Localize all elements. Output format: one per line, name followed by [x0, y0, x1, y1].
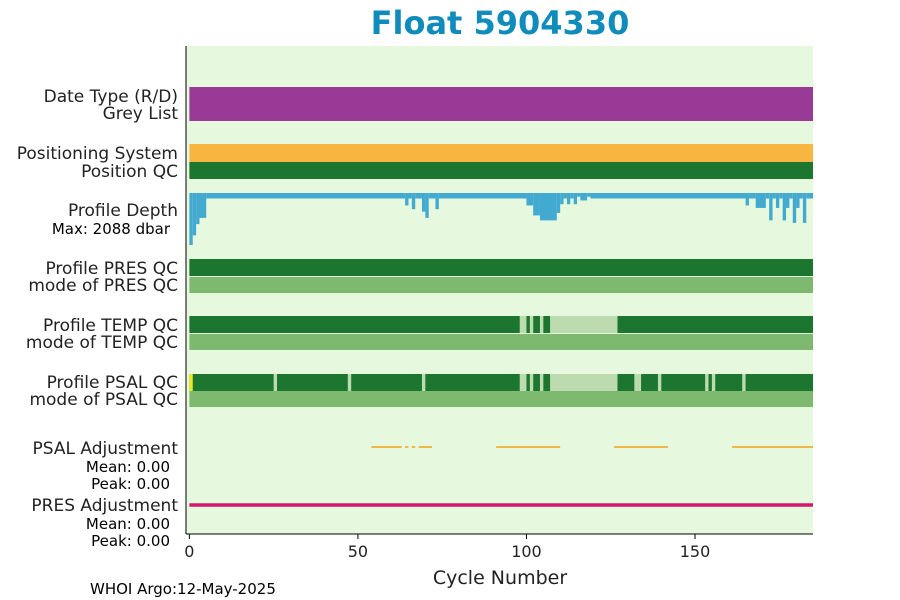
qc-segment-profile-psal-qc-1	[273, 374, 278, 391]
depth-bar-3	[199, 193, 207, 218]
row-label-mode-of-pres-qc: mode of PRES QC	[28, 276, 178, 296]
bar-mode-of-pres-qc	[189, 277, 813, 293]
depth-bar-37	[789, 193, 793, 199]
row-label-max-2088-dbar: Max: 2088 dbar	[52, 220, 171, 238]
depth-bar-13	[438, 193, 527, 199]
depth-bar-32	[772, 193, 776, 199]
qc-segment-profile-psal-qc-7	[550, 374, 618, 391]
depth-bar-0	[189, 193, 193, 245]
x-axis-label: Cycle Number	[433, 567, 567, 589]
depth-bar-5	[405, 193, 409, 206]
bar-date-type-r-d	[189, 87, 813, 121]
row-label-positioning-system: Positioning System	[17, 144, 178, 164]
depth-bar-23	[577, 193, 581, 197]
depth-bar-39	[796, 193, 800, 208]
qc-segment-profile-psal-qc-9	[657, 374, 662, 391]
row-label-psal-adjustment: PSAL Adjustment	[33, 439, 179, 459]
row-label-grey-list: Grey List	[103, 104, 179, 124]
x-tick-label-1: 50	[348, 542, 368, 561]
depth-bar-25	[587, 193, 591, 197]
row-label-profile-temp-qc: Profile TEMP QC	[43, 316, 178, 336]
depth-bar-19	[563, 193, 567, 199]
bar-positioning-system	[189, 144, 813, 162]
bar-mode-of-psal-qc	[189, 391, 813, 407]
x-tick-label-0: 0	[184, 542, 194, 561]
qc-segment-profile-psal-qc-0	[189, 374, 193, 391]
qc-segment-profile-temp-qc-1	[529, 316, 534, 333]
row-label-date-type-r-d: Date Type (R/D)	[44, 87, 178, 107]
bar-mode-of-temp-qc	[189, 334, 813, 350]
qc-segment-profile-psal-qc-4	[519, 374, 527, 391]
depth-bar-36	[786, 193, 790, 208]
bar-profile-pres-qc	[189, 259, 813, 276]
qc-segment-profile-psal-qc-5	[529, 374, 534, 391]
depth-bar-35	[782, 193, 787, 221]
depth-bar-18	[560, 193, 564, 205]
qc-segment-profile-temp-qc-2	[539, 316, 544, 333]
depth-bar-1	[192, 193, 197, 236]
depth-bar-9	[421, 193, 426, 212]
depth-bar-38	[792, 193, 797, 223]
depth-bar-7	[411, 193, 416, 210]
depth-bar-26	[590, 193, 746, 199]
depth-bar-34	[779, 193, 783, 199]
x-tick-label-3: 150	[680, 542, 711, 561]
row-label-mode-of-temp-qc: mode of TEMP QC	[26, 333, 178, 353]
depth-bar-14	[526, 193, 534, 206]
qc-segment-profile-psal-qc-10	[705, 374, 709, 391]
depth-bar-42	[806, 193, 813, 199]
depth-bar-6	[408, 193, 412, 199]
qc-segment-profile-psal-qc-12	[742, 374, 746, 391]
row-label-profile-depth: Profile Depth	[68, 201, 178, 221]
row-label-profile-pres-qc: Profile PRES QC	[45, 259, 178, 279]
depth-bar-21	[570, 193, 574, 199]
qc-segment-profile-psal-qc-8	[634, 374, 642, 391]
depth-bar-20	[566, 193, 571, 205]
depth-bar-8	[415, 193, 422, 199]
depth-bar-29	[755, 193, 766, 208]
depth-bar-22	[573, 193, 578, 205]
depth-bar-2	[196, 193, 200, 225]
bar-profile-psal-qc	[189, 374, 813, 391]
depth-bar-40	[799, 193, 803, 199]
depth-bar-31	[769, 193, 773, 221]
depth-bar-24	[580, 193, 588, 201]
row-label-mode-of-psal-qc: mode of PSAL QC	[29, 390, 178, 410]
row-label-peak-0-00: Peak: 0.00	[91, 475, 170, 493]
row-label-mean-0-00: Mean: 0.00	[86, 458, 170, 476]
row-label-peak-0-00: Peak: 0.00	[91, 532, 170, 550]
x-tick-label-2: 100	[511, 542, 542, 561]
qc-segment-profile-temp-qc-0	[519, 316, 527, 333]
depth-bar-11	[428, 193, 436, 199]
bar-profile-temp-qc	[189, 316, 813, 333]
chart-title: Float 5904330	[371, 4, 630, 42]
depth-bar-4	[206, 193, 406, 199]
bar-position-qc	[189, 162, 813, 179]
qc-segment-profile-psal-qc-3	[421, 374, 426, 391]
depth-bar-15	[533, 193, 540, 216]
qc-segment-profile-temp-qc-3	[550, 316, 618, 333]
depth-bar-16	[539, 193, 557, 221]
depth-bar-28	[748, 193, 756, 199]
depth-bar-27	[745, 193, 749, 206]
row-label-pres-adjustment: PRES Adjustment	[31, 496, 178, 516]
depth-bar-10	[425, 193, 429, 218]
row-label-mean-0-00: Mean: 0.00	[86, 515, 170, 533]
qc-segment-profile-psal-qc-11	[711, 374, 716, 391]
qc-segment-profile-psal-qc-2	[347, 374, 352, 391]
depth-bar-30	[765, 193, 770, 199]
row-label-position-qc: Position QC	[81, 162, 178, 182]
depth-bar-41	[802, 193, 807, 223]
footer-credit: WHOI Argo:12-May-2025	[90, 580, 276, 598]
row-label-profile-psal-qc: Profile PSAL QC	[47, 373, 178, 393]
depth-bar-12	[435, 193, 439, 210]
depth-bar-33	[775, 193, 780, 208]
depth-bar-17	[556, 193, 561, 213]
qc-segment-profile-psal-qc-6	[539, 374, 544, 391]
